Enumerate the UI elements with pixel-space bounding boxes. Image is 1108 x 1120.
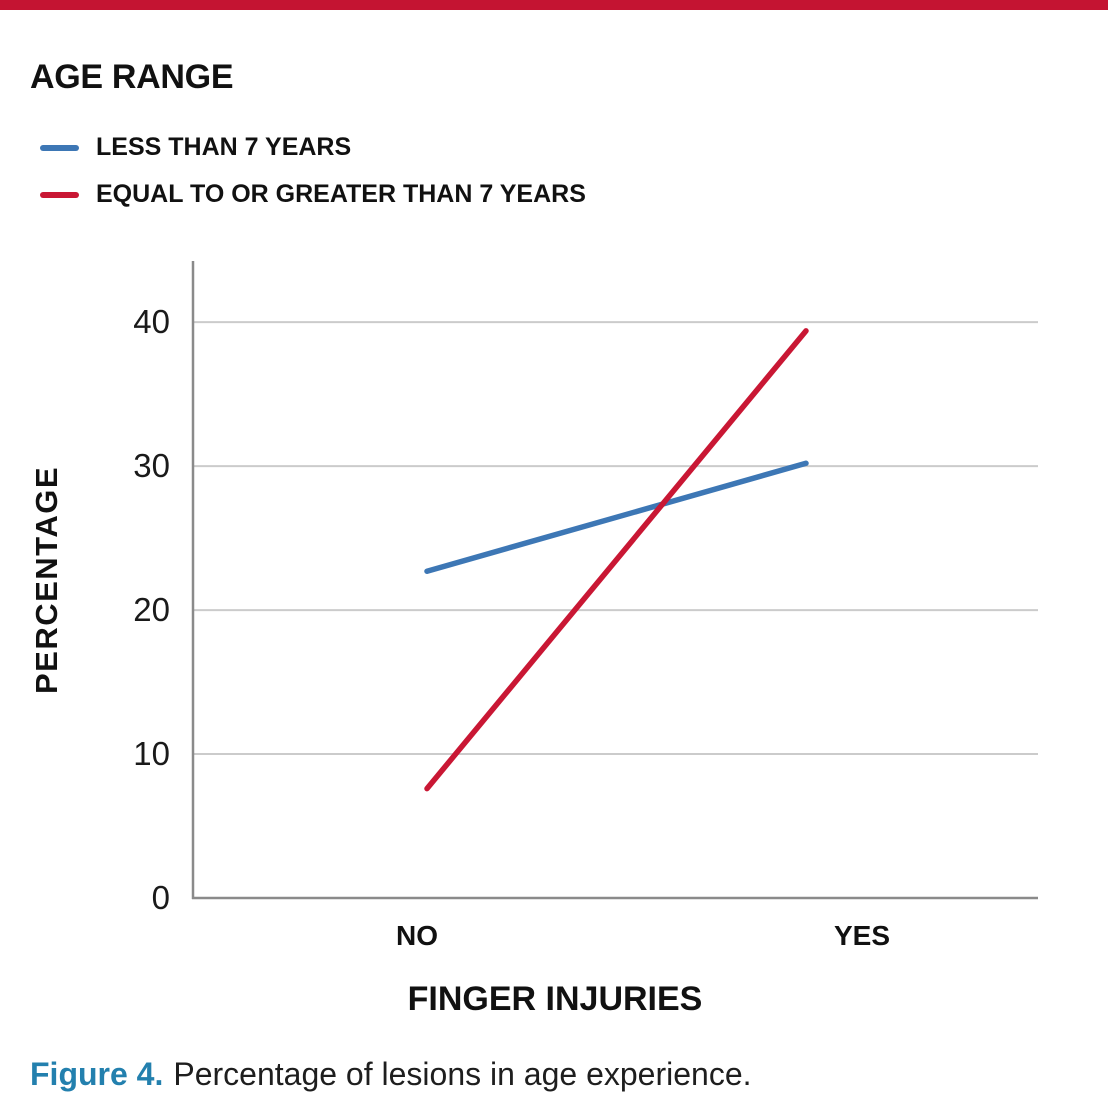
legend-label: EQUAL TO OR GREATER THAN 7 YEARS xyxy=(96,180,586,208)
legend-title: AGE RANGE xyxy=(30,58,234,96)
y-tick-label: 40 xyxy=(133,303,170,341)
legend-swatch-red xyxy=(40,191,79,198)
y-tick-label: 10 xyxy=(133,735,170,773)
y-tick-label: 30 xyxy=(133,447,170,485)
chart-legend: LESS THAN 7 YEARS EQUAL TO OR GREATER TH… xyxy=(40,133,586,209)
top-accent-bar xyxy=(0,0,1108,10)
legend-item-less-than-7: LESS THAN 7 YEARS xyxy=(40,133,586,162)
legend-swatch-blue xyxy=(40,144,79,151)
x-axis-title: FINGER INJURIES xyxy=(407,980,703,1018)
y-tick-label: 0 xyxy=(151,879,170,916)
legend-item-gte-7: EQUAL TO OR GREATER THAN 7 YEARS xyxy=(40,180,586,209)
figure-caption: Figure 4. Percentage of lesions in age ex… xyxy=(30,1056,752,1093)
series-line-1 xyxy=(424,328,809,792)
legend-label: LESS THAN 7 YEARS xyxy=(96,133,352,161)
y-axis-title: PERCENTAGE xyxy=(29,465,64,695)
y-tick-label: 20 xyxy=(133,591,170,629)
x-tick-label-yes: YES xyxy=(833,920,891,951)
x-tick-label-no: NO xyxy=(396,920,438,951)
series-line-0 xyxy=(424,460,809,574)
figure-caption-text: Percentage of lesions in age experience. xyxy=(173,1056,752,1092)
figure-caption-label: Figure 4. xyxy=(30,1056,164,1092)
